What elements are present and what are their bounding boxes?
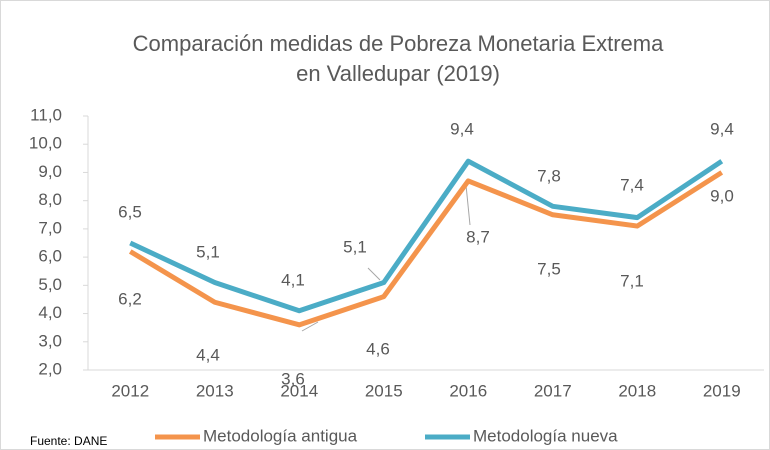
data-label: 7,8	[537, 166, 561, 185]
data-label: 7,5	[537, 259, 561, 278]
y-tick-label: 4,0	[38, 303, 62, 322]
y-tick-label: 7,0	[38, 218, 62, 237]
y-tick-label: 10,0	[29, 134, 62, 153]
data-label: 8,7	[466, 227, 490, 246]
data-label: 3,6	[281, 369, 305, 388]
y-tick-label: 6,0	[38, 247, 62, 266]
x-tick-label: 2017	[534, 381, 572, 400]
series-line	[129, 158, 724, 314]
y-tick-label: 2,0	[38, 359, 62, 378]
series-line	[128, 170, 724, 328]
y-tick-label: 3,0	[38, 331, 62, 350]
y-tick-label: 9,0	[38, 162, 62, 181]
legend-label: Metodología antigua	[203, 426, 358, 445]
x-tick-label: 2014	[280, 381, 318, 400]
data-label: 6,5	[118, 202, 142, 221]
data-label: 4,6	[366, 339, 390, 358]
data-label: 4,4	[196, 345, 220, 364]
data-label: 7,1	[620, 271, 644, 290]
data-label: 4,1	[281, 270, 305, 289]
x-tick-label: 2012	[111, 381, 149, 400]
x-tick-label: 2019	[703, 381, 741, 400]
data-label: 6,2	[118, 289, 142, 308]
x-tick-label: 2016	[449, 381, 487, 400]
x-tick-label: 2013	[196, 381, 234, 400]
data-label: 5,1	[343, 237, 367, 256]
data-label: 9,0	[710, 186, 734, 205]
legend-label: Metodología nueva	[473, 426, 618, 445]
x-tick-label: 2015	[365, 381, 403, 400]
y-tick-label: 8,0	[38, 190, 62, 209]
data-label: 5,1	[196, 242, 220, 261]
data-label: 9,4	[710, 119, 734, 138]
chart-subtitle: en Valledupar (2019)	[296, 61, 500, 86]
y-tick-label: 5,0	[38, 275, 62, 294]
data-label: 9,4	[450, 119, 474, 138]
data-label: 7,4	[620, 175, 644, 194]
source-note: Fuente: DANE	[30, 434, 107, 448]
y-tick-label: 11,0	[30, 105, 62, 124]
chart-title: Comparación medidas de Pobreza Monetaria…	[133, 31, 664, 56]
leader-line	[367, 267, 381, 281]
leader-line	[465, 184, 471, 226]
x-tick-label: 2018	[618, 381, 656, 400]
leader-line	[301, 321, 319, 332]
